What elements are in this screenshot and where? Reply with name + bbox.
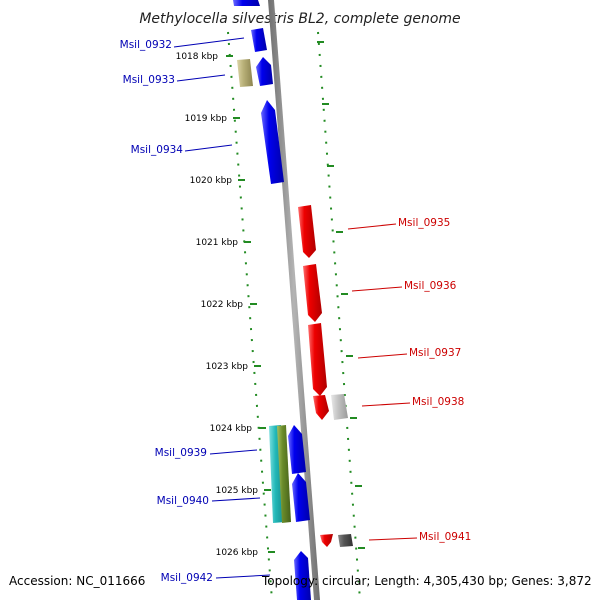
left-strand-genes <box>233 0 311 600</box>
leader-msil-0941 <box>368 537 418 541</box>
tick-label-1023: 1023 kbp <box>206 362 249 372</box>
gene-arrow-msil-0939-olive[interactable] <box>277 425 291 523</box>
left-outer-guide <box>227 31 273 600</box>
leader-msil-0936 <box>351 286 403 292</box>
gene-arrow-msil-0941-red[interactable] <box>320 534 333 547</box>
label-leaders <box>173 37 418 579</box>
tick-label-1026: 1026 kbp <box>216 548 259 558</box>
gene-arrow-msil-0932[interactable] <box>251 28 267 52</box>
gene-arrow-msil-0933[interactable] <box>256 57 273 86</box>
gene-arrow-msil-0938-red[interactable] <box>313 395 329 420</box>
label-msil-0941[interactable]: Msil_0941 <box>419 531 471 543</box>
right-strand-genes <box>298 205 353 547</box>
kbp-ticks: 1018 kbp 1019 kbp 1020 kbp 1021 kbp 1022… <box>176 41 365 558</box>
leader-msil-0933 <box>176 74 226 82</box>
label-msil-0939[interactable]: Msil_0939 <box>155 447 207 459</box>
tick-label-1025: 1025 kbp <box>216 486 259 496</box>
leader-msil-0934 <box>184 144 233 152</box>
tick-label-1018: 1018 kbp <box>176 52 219 62</box>
leader-msil-0937 <box>357 353 408 359</box>
tick-label-1021: 1021 kbp <box>196 238 239 248</box>
gene-arrow-msil-0937[interactable] <box>308 323 327 396</box>
tick-label-1024: 1024 kbp <box>210 424 253 434</box>
gene-arrow-msil-0936[interactable] <box>303 264 322 322</box>
gene-arrow-msil-0940[interactable] <box>292 473 310 522</box>
gene-arrow-msil-0938[interactable] <box>331 394 348 420</box>
label-msil-0940[interactable]: Msil_0940 <box>157 495 209 507</box>
leader-msil-0938 <box>361 402 411 407</box>
topology-text: Topology: circular; Length: 4,305,430 bp… <box>262 574 592 588</box>
genome-title: Methylocella silvestris BL2, complete ge… <box>139 11 460 27</box>
label-msil-0938[interactable]: Msil_0938 <box>412 396 464 408</box>
gene-arrow-top-partial[interactable] <box>233 0 260 6</box>
label-msil-0935[interactable]: Msil_0935 <box>398 217 450 229</box>
gene-arrow-msil-0934[interactable] <box>261 100 284 184</box>
label-msil-0932[interactable]: Msil_0932 <box>120 39 172 51</box>
gene-arrow-msil-0935[interactable] <box>298 205 316 258</box>
genome-backbone <box>268 0 320 600</box>
gene-arrow-msil-0939[interactable] <box>288 425 306 474</box>
tick-label-1020: 1020 kbp <box>190 176 233 186</box>
leader-msil-0935 <box>347 223 397 230</box>
leader-msil-0939 <box>209 449 258 455</box>
right-outer-guide <box>317 31 361 600</box>
gene-arrow-msil-0941[interactable] <box>338 534 353 547</box>
tick-label-1019: 1019 kbp <box>185 114 228 124</box>
leader-msil-0940 <box>211 497 261 502</box>
label-msil-0933[interactable]: Msil_0933 <box>123 74 175 86</box>
label-msil-0936[interactable]: Msil_0936 <box>404 280 457 292</box>
label-msil-0937[interactable]: Msil_0937 <box>409 347 461 359</box>
label-msil-0942[interactable]: Msil_0942 <box>161 572 213 584</box>
tick-label-1022: 1022 kbp <box>201 300 244 310</box>
leader-msil-0942 <box>215 574 271 579</box>
gene-arrow-msil-0933-tan[interactable] <box>237 59 253 87</box>
label-msil-0934[interactable]: Msil_0934 <box>131 144 184 156</box>
accession-text: Accession: NC_011666 <box>9 574 146 588</box>
gene-labels: Msil_0932 Msil_0933 Msil_0934 Msil_0939 … <box>120 39 472 584</box>
gene-arrow-msil-0942[interactable] <box>294 551 311 600</box>
leader-msil-0932 <box>173 37 245 48</box>
track-guides <box>227 31 361 600</box>
